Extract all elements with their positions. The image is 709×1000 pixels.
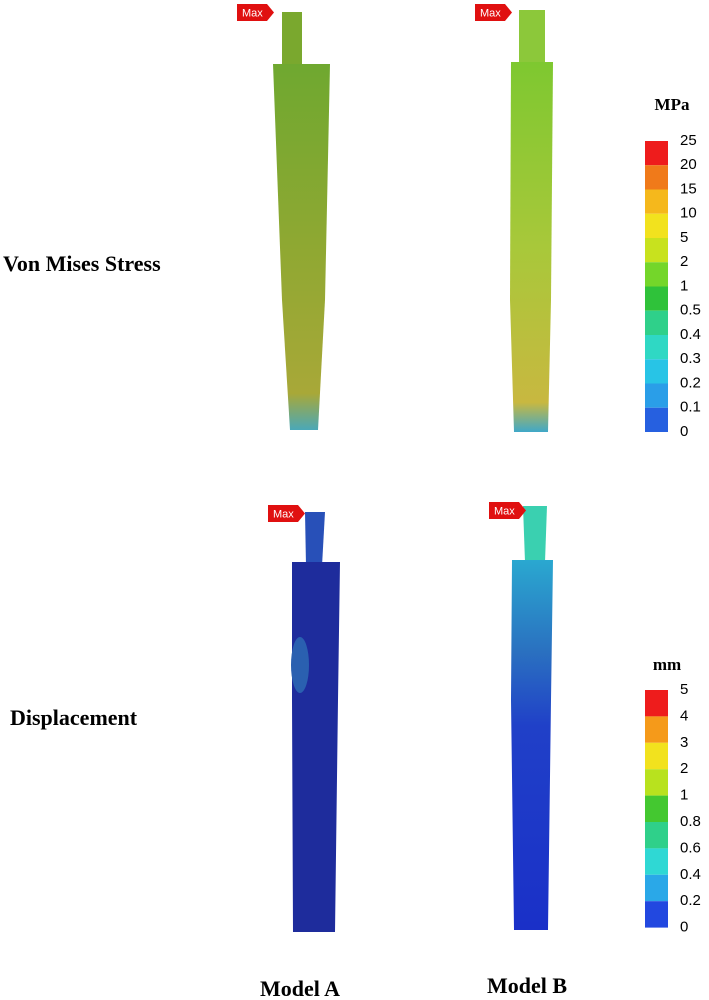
legend-label: 0.4 bbox=[680, 866, 701, 883]
legend-unit: MPa bbox=[655, 95, 690, 114]
max-tag: Max bbox=[237, 4, 274, 21]
legend-swatch bbox=[645, 383, 668, 408]
legend: mm 5 4 3 2 1 0.8 0.6 0.4 0.2 0 bbox=[645, 655, 701, 936]
legend-swatch bbox=[645, 848, 668, 875]
legend-swatch bbox=[645, 310, 668, 335]
max-tag-label: Max bbox=[273, 508, 294, 520]
legend-label: 0.6 bbox=[680, 839, 701, 856]
legend-label: 25 bbox=[680, 132, 697, 149]
legend-label: 0.2 bbox=[680, 892, 701, 909]
legend-label: 5 bbox=[680, 229, 688, 246]
legend-swatch bbox=[645, 335, 668, 360]
max-tag-shape bbox=[237, 4, 274, 21]
legend-label: 0.4 bbox=[680, 326, 701, 343]
legend-swatch bbox=[645, 407, 668, 432]
legend-label: 5 bbox=[680, 681, 688, 698]
legend-swatch bbox=[645, 822, 668, 849]
column-label: Model A bbox=[260, 976, 340, 1000]
legend-swatch bbox=[645, 795, 668, 822]
column-label: Model B bbox=[487, 973, 567, 998]
legend-swatch bbox=[645, 165, 668, 190]
legend-label: 20 bbox=[680, 156, 697, 173]
legend-label: 0 bbox=[680, 423, 688, 440]
legend-swatch bbox=[645, 141, 668, 166]
max-tag: Max bbox=[475, 4, 512, 21]
legend-swatch bbox=[645, 213, 668, 238]
legend-swatch bbox=[645, 769, 668, 796]
max-tag-shape bbox=[475, 4, 512, 21]
legend-swatch bbox=[645, 359, 668, 384]
max-tag-label: Max bbox=[480, 7, 501, 19]
legend-label: 0.2 bbox=[680, 374, 701, 391]
legend-label: 15 bbox=[680, 180, 697, 197]
legend-label: 1 bbox=[680, 277, 688, 294]
legend-swatch bbox=[645, 262, 668, 287]
legend-label: 2 bbox=[680, 253, 688, 270]
legend-label: 10 bbox=[680, 205, 697, 222]
legend-label: 0.5 bbox=[680, 302, 701, 319]
legend: MPa 25 20 15 10 5 2 1 0.5 0.4 0.3 0.2 0.1 0 bbox=[645, 95, 701, 440]
legend-label: 1 bbox=[680, 787, 688, 804]
max-tag-label: Max bbox=[242, 7, 263, 19]
legend-unit: mm bbox=[653, 655, 681, 674]
legend-label: 0.3 bbox=[680, 350, 701, 367]
max-tag: Max bbox=[489, 502, 526, 519]
legend-swatch bbox=[645, 238, 668, 263]
legend-label: 0 bbox=[680, 919, 688, 936]
legend-swatch bbox=[645, 189, 668, 214]
model-b-stress bbox=[510, 10, 553, 432]
legend-label: 4 bbox=[680, 707, 688, 724]
max-tag-shape bbox=[489, 502, 526, 519]
model-a-displacement bbox=[291, 512, 340, 932]
legend-label: 0.8 bbox=[680, 813, 701, 830]
legend-swatch bbox=[645, 742, 668, 770]
max-tag-label: Max bbox=[494, 505, 515, 517]
legend-swatch bbox=[645, 874, 668, 902]
max-tag-shape bbox=[268, 505, 305, 522]
legend-label: 0.1 bbox=[680, 399, 701, 416]
row-label: Displacement bbox=[10, 705, 138, 730]
model-b-displacement bbox=[511, 506, 553, 930]
max-tag: Max bbox=[268, 505, 305, 522]
legend-swatch bbox=[645, 901, 668, 928]
legend-label: 3 bbox=[680, 734, 688, 751]
legend-label: 2 bbox=[680, 760, 688, 777]
row-label: Von Mises Stress bbox=[3, 251, 161, 276]
legend-swatch bbox=[645, 716, 668, 743]
legend-swatch bbox=[645, 690, 668, 717]
model-a-stress bbox=[273, 12, 330, 430]
legend-swatch bbox=[645, 286, 668, 311]
